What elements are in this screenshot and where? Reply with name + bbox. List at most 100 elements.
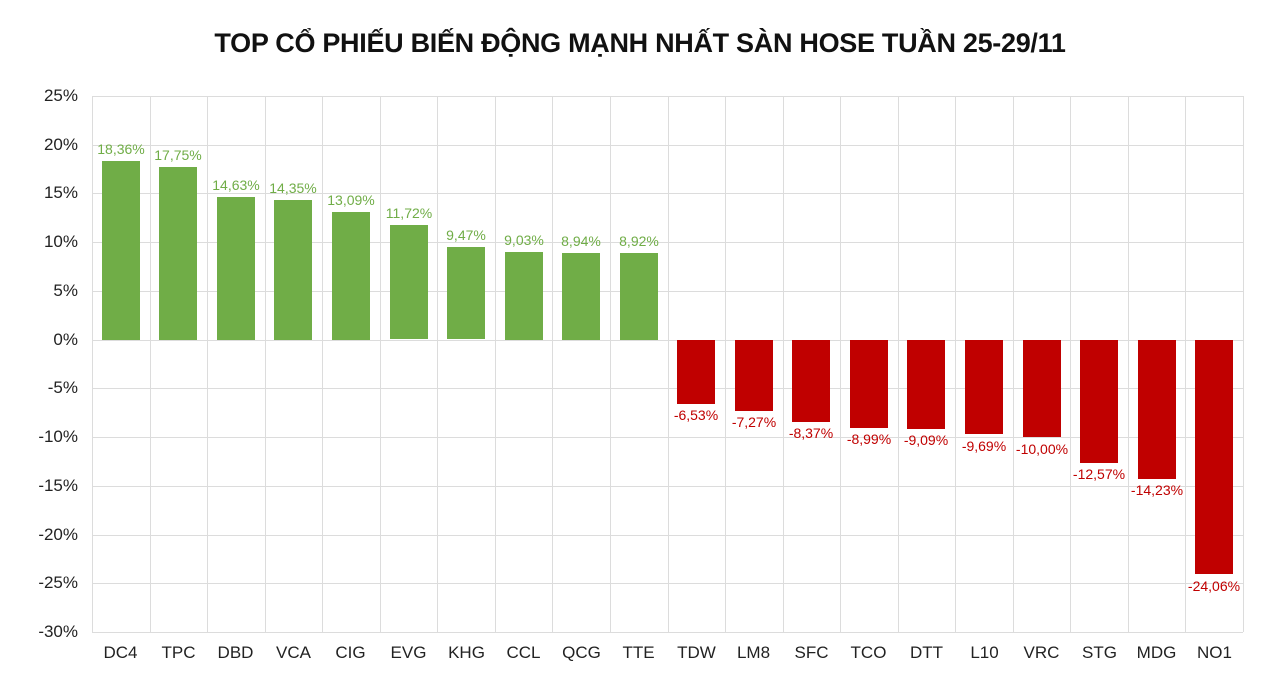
gridline-vertical xyxy=(783,96,784,632)
x-axis-tick-label: DTT xyxy=(909,643,944,662)
data-label: -9,69% xyxy=(961,438,1007,454)
data-label: 14,35% xyxy=(269,180,317,196)
gridline-horizontal xyxy=(92,291,1243,292)
x-axis-tick-label: L10 xyxy=(970,643,999,662)
data-label: 9,47% xyxy=(446,227,486,243)
bar-vrc xyxy=(1023,340,1061,437)
data-label: 13,09% xyxy=(327,192,375,208)
data-label: 8,92% xyxy=(619,233,659,249)
gridline-horizontal xyxy=(92,388,1243,389)
gridline-vertical xyxy=(322,96,323,632)
x-axis-tick-label: MDG xyxy=(1136,643,1177,662)
gridline-vertical xyxy=(610,96,611,632)
bar-dc4 xyxy=(102,161,140,340)
bar-lm8 xyxy=(735,340,773,411)
gridline-horizontal xyxy=(92,145,1243,146)
y-axis-tick-label: 0% xyxy=(53,330,78,349)
bar-tco xyxy=(850,340,888,428)
bar-evg xyxy=(390,225,428,339)
data-label: 17,75% xyxy=(154,147,202,163)
bar-stg xyxy=(1080,340,1118,463)
bar-l10 xyxy=(965,340,1003,434)
gridline-vertical xyxy=(437,96,438,632)
x-axis-tick-label: STG xyxy=(1082,643,1117,662)
bar-cig xyxy=(332,212,370,340)
gridline-horizontal xyxy=(92,535,1243,536)
x-axis-tick-label: SFC xyxy=(794,643,829,662)
x-axis-tick-label: CCL xyxy=(506,643,541,662)
data-label: -14,23% xyxy=(1130,482,1184,498)
gridline-vertical xyxy=(380,96,381,632)
data-label: -9,09% xyxy=(903,432,949,448)
gridline-horizontal xyxy=(92,486,1243,487)
data-label: 11,72% xyxy=(385,205,433,221)
x-axis-tick-label: TPC xyxy=(161,643,196,662)
y-axis-tick-label: 25% xyxy=(43,86,78,105)
x-axis-tick-label: TDW xyxy=(677,643,716,662)
y-axis-tick-label: -30% xyxy=(38,622,78,641)
bar-no1 xyxy=(1195,340,1233,574)
x-axis-tick-label: DC4 xyxy=(103,643,138,662)
data-label: -10,00% xyxy=(1015,441,1069,457)
bar-mdg xyxy=(1138,340,1176,479)
y-axis-tick-label: -5% xyxy=(47,378,78,397)
gridline-horizontal xyxy=(92,193,1243,194)
gridline-vertical xyxy=(207,96,208,632)
x-axis-tick-label: EVG xyxy=(390,643,427,662)
data-label: -7,27% xyxy=(731,414,777,430)
gridline-horizontal xyxy=(92,340,1243,341)
gridline-vertical xyxy=(955,96,956,632)
y-axis-tick-label: -10% xyxy=(38,427,78,446)
gridline-vertical xyxy=(1243,96,1244,632)
gridline-vertical xyxy=(265,96,266,632)
x-axis-tick-label: TTE xyxy=(622,643,655,662)
y-axis-tick-label: -20% xyxy=(38,525,78,544)
x-axis-tick-label: QCG xyxy=(562,643,601,662)
x-axis-tick-label: DBD xyxy=(217,643,254,662)
chart-title: TOP CỔ PHIẾU BIẾN ĐỘNG MẠNH NHẤT SÀN HOS… xyxy=(214,28,1066,58)
gridline-horizontal xyxy=(92,583,1243,584)
bar-dtt xyxy=(907,340,945,429)
gridline-vertical xyxy=(840,96,841,632)
y-axis-tick-label: 15% xyxy=(43,183,78,202)
gridline-vertical xyxy=(1128,96,1129,632)
gridline-vertical xyxy=(725,96,726,632)
data-label: -8,37% xyxy=(788,425,834,441)
y-axis-tick-label: -25% xyxy=(38,573,78,592)
x-axis-tick-label: CIG xyxy=(335,643,366,662)
gridline-vertical xyxy=(92,96,93,632)
gridline-vertical xyxy=(668,96,669,632)
data-label: -12,57% xyxy=(1072,466,1126,482)
gridline-vertical xyxy=(1013,96,1014,632)
x-axis-tick-label: NO1 xyxy=(1197,643,1232,662)
bar-tte xyxy=(620,253,658,340)
bar-ccl xyxy=(505,252,543,340)
data-label: -24,06% xyxy=(1187,578,1241,594)
gridline-horizontal xyxy=(92,632,1243,633)
x-axis-tick-label: KHG xyxy=(448,643,485,662)
gridline-horizontal xyxy=(92,437,1243,438)
y-axis-tick-label: -15% xyxy=(38,476,78,495)
data-label: 14,63% xyxy=(212,177,260,193)
data-label: 9,03% xyxy=(504,232,544,248)
y-axis-tick-label: 20% xyxy=(43,135,78,154)
gridline-horizontal xyxy=(92,242,1243,243)
gridline-vertical xyxy=(1070,96,1071,632)
gridline-vertical xyxy=(495,96,496,632)
x-axis-tick-label: VCA xyxy=(276,643,311,662)
data-label: 8,94% xyxy=(561,233,601,249)
y-axis-tick-label: 5% xyxy=(53,281,78,300)
bar-qcg xyxy=(562,253,600,340)
bar-vca xyxy=(274,200,312,340)
data-label: 18,36% xyxy=(97,141,145,157)
x-axis-tick-label: VRC xyxy=(1023,643,1060,662)
x-axis-tick-label: TCO xyxy=(850,643,887,662)
bar-dbd xyxy=(217,197,255,340)
bar-tdw xyxy=(677,340,715,404)
gridline-vertical xyxy=(552,96,553,632)
gridline-horizontal xyxy=(92,96,1243,97)
y-axis-tick-label: 10% xyxy=(43,232,78,251)
bar-sfc xyxy=(792,340,830,422)
bar-tpc xyxy=(159,167,197,340)
